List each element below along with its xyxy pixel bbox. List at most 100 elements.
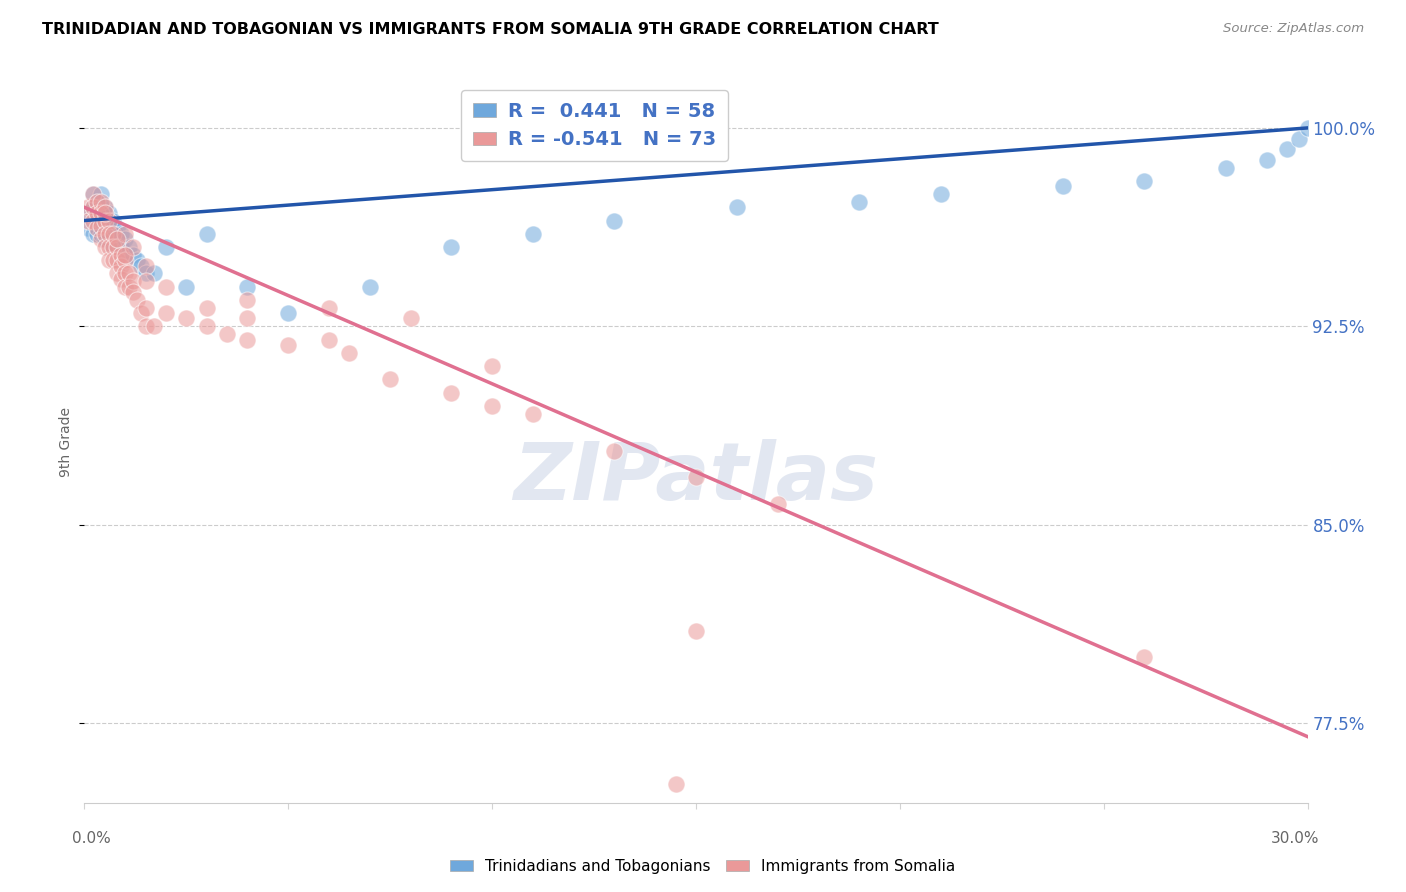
Point bbox=[105, 232, 128, 246]
Point bbox=[101, 213, 124, 227]
Point bbox=[155, 240, 177, 254]
Point bbox=[440, 385, 463, 400]
Point bbox=[77, 200, 100, 214]
Point bbox=[110, 248, 132, 262]
Point bbox=[101, 253, 124, 268]
Point bbox=[195, 227, 218, 241]
Point bbox=[122, 285, 145, 299]
Point bbox=[97, 213, 120, 227]
Point bbox=[110, 240, 132, 254]
Point bbox=[86, 227, 108, 241]
Point bbox=[217, 327, 239, 342]
Point bbox=[97, 213, 120, 227]
Text: ZIPatlas: ZIPatlas bbox=[513, 439, 879, 516]
Point bbox=[1256, 153, 1278, 167]
Point bbox=[114, 279, 136, 293]
Point bbox=[82, 200, 104, 214]
Point bbox=[135, 301, 157, 315]
Point bbox=[93, 213, 115, 227]
Point bbox=[93, 205, 115, 219]
Point bbox=[318, 301, 340, 315]
Point bbox=[339, 346, 361, 360]
Point bbox=[90, 205, 112, 219]
Point bbox=[93, 227, 115, 241]
Point bbox=[110, 259, 132, 273]
Text: 0.0%: 0.0% bbox=[72, 830, 111, 846]
Point bbox=[105, 253, 128, 268]
Point bbox=[118, 267, 141, 281]
Point bbox=[90, 200, 112, 214]
Point bbox=[118, 240, 141, 254]
Point bbox=[93, 213, 115, 227]
Point bbox=[122, 248, 145, 262]
Point bbox=[131, 306, 153, 320]
Point bbox=[93, 200, 115, 214]
Point bbox=[725, 200, 748, 214]
Point bbox=[77, 205, 100, 219]
Point bbox=[142, 319, 165, 334]
Point bbox=[440, 240, 463, 254]
Point bbox=[110, 227, 132, 241]
Point bbox=[90, 213, 112, 227]
Point bbox=[82, 213, 104, 227]
Point bbox=[97, 232, 120, 246]
Point bbox=[82, 227, 104, 241]
Point bbox=[90, 219, 112, 233]
Point bbox=[127, 253, 149, 268]
Point bbox=[93, 200, 115, 214]
Point bbox=[114, 248, 136, 262]
Point bbox=[105, 240, 128, 254]
Point bbox=[929, 187, 952, 202]
Point bbox=[665, 777, 688, 791]
Point bbox=[380, 372, 402, 386]
Point bbox=[101, 232, 124, 246]
Point bbox=[86, 194, 108, 209]
Point bbox=[101, 221, 124, 235]
Point bbox=[105, 240, 128, 254]
Point bbox=[481, 399, 503, 413]
Point bbox=[766, 497, 789, 511]
Point bbox=[93, 240, 115, 254]
Point bbox=[105, 221, 128, 235]
Point bbox=[82, 187, 104, 202]
Point bbox=[236, 311, 259, 326]
Point bbox=[236, 293, 259, 307]
Point bbox=[685, 470, 707, 484]
Point bbox=[93, 205, 115, 219]
Point bbox=[114, 267, 136, 281]
Point bbox=[481, 359, 503, 373]
Text: TRINIDADIAN AND TOBAGONIAN VS IMMIGRANTS FROM SOMALIA 9TH GRADE CORRELATION CHAR: TRINIDADIAN AND TOBAGONIAN VS IMMIGRANTS… bbox=[42, 22, 939, 37]
Point bbox=[114, 227, 136, 241]
Point bbox=[93, 232, 115, 246]
Point bbox=[142, 267, 165, 281]
Point bbox=[603, 443, 626, 458]
Point bbox=[236, 333, 259, 347]
Point bbox=[135, 319, 157, 334]
Point bbox=[86, 221, 108, 235]
Point bbox=[1052, 179, 1074, 194]
Point bbox=[86, 194, 108, 209]
Point bbox=[135, 267, 157, 281]
Point bbox=[101, 240, 124, 254]
Point bbox=[522, 227, 544, 241]
Point bbox=[77, 213, 100, 227]
Point bbox=[1277, 142, 1299, 156]
Point bbox=[114, 253, 136, 268]
Point bbox=[97, 205, 120, 219]
Point bbox=[1133, 174, 1156, 188]
Point bbox=[155, 279, 177, 293]
Point bbox=[105, 267, 128, 281]
Point bbox=[1133, 650, 1156, 665]
Point bbox=[97, 227, 120, 241]
Point bbox=[90, 232, 112, 246]
Point bbox=[131, 259, 153, 273]
Point bbox=[82, 187, 104, 202]
Point bbox=[155, 306, 177, 320]
Point bbox=[135, 274, 157, 288]
Point bbox=[1215, 161, 1237, 175]
Point bbox=[522, 407, 544, 421]
Point bbox=[82, 200, 104, 214]
Point bbox=[110, 272, 132, 286]
Point bbox=[1296, 120, 1319, 135]
Point bbox=[77, 221, 100, 235]
